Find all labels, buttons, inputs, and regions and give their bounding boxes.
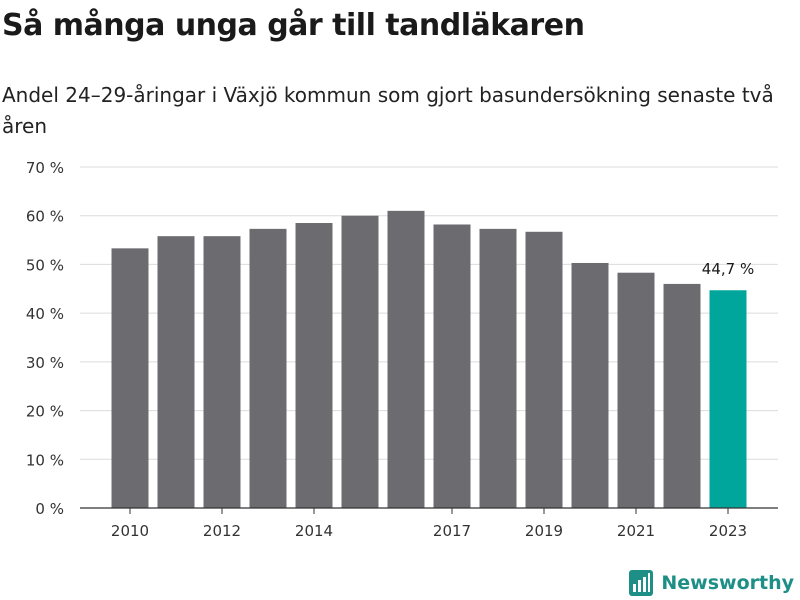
bar	[249, 228, 287, 509]
bar	[203, 236, 241, 508]
chart-title: Så många unga går till tandläkaren	[2, 8, 585, 43]
data-label: 44,7 %	[702, 260, 754, 278]
x-tick-label: 2019	[525, 522, 563, 540]
y-tick-label: 0 %	[35, 500, 64, 518]
bar	[479, 228, 517, 509]
bar	[525, 231, 563, 509]
chart-subtitle: Andel 24–29-åringar i Växjö kommun som g…	[2, 83, 774, 138]
bar	[617, 272, 655, 508]
y-tick-label: 60 %	[26, 208, 64, 226]
bar	[341, 215, 379, 508]
bar	[433, 224, 471, 509]
x-tick-label: 2023	[709, 522, 747, 540]
x-tick-label: 2021	[617, 522, 655, 540]
bar	[387, 210, 425, 509]
y-tick-label: 20 %	[26, 403, 64, 421]
bar	[295, 223, 333, 508]
y-tick-label: 30 %	[26, 354, 64, 372]
y-tick-label: 10 %	[26, 451, 64, 469]
bar	[663, 283, 701, 508]
bar	[571, 262, 609, 508]
newsworthy-logo-icon	[629, 570, 654, 596]
x-tick-label: 2017	[433, 522, 471, 540]
y-tick-label: 50 %	[26, 256, 64, 274]
x-tick-label: 2014	[295, 522, 333, 540]
bar	[709, 290, 747, 508]
y-tick-label: 40 %	[26, 305, 64, 323]
bar	[157, 236, 195, 508]
brand-name: Newsworthy	[661, 572, 794, 594]
x-tick-label: 2012	[203, 522, 241, 540]
bar	[111, 248, 149, 509]
y-tick-label: 70 %	[26, 159, 64, 177]
newsworthy-logo: Newsworthy	[629, 568, 794, 598]
x-tick-label: 2010	[111, 522, 149, 540]
